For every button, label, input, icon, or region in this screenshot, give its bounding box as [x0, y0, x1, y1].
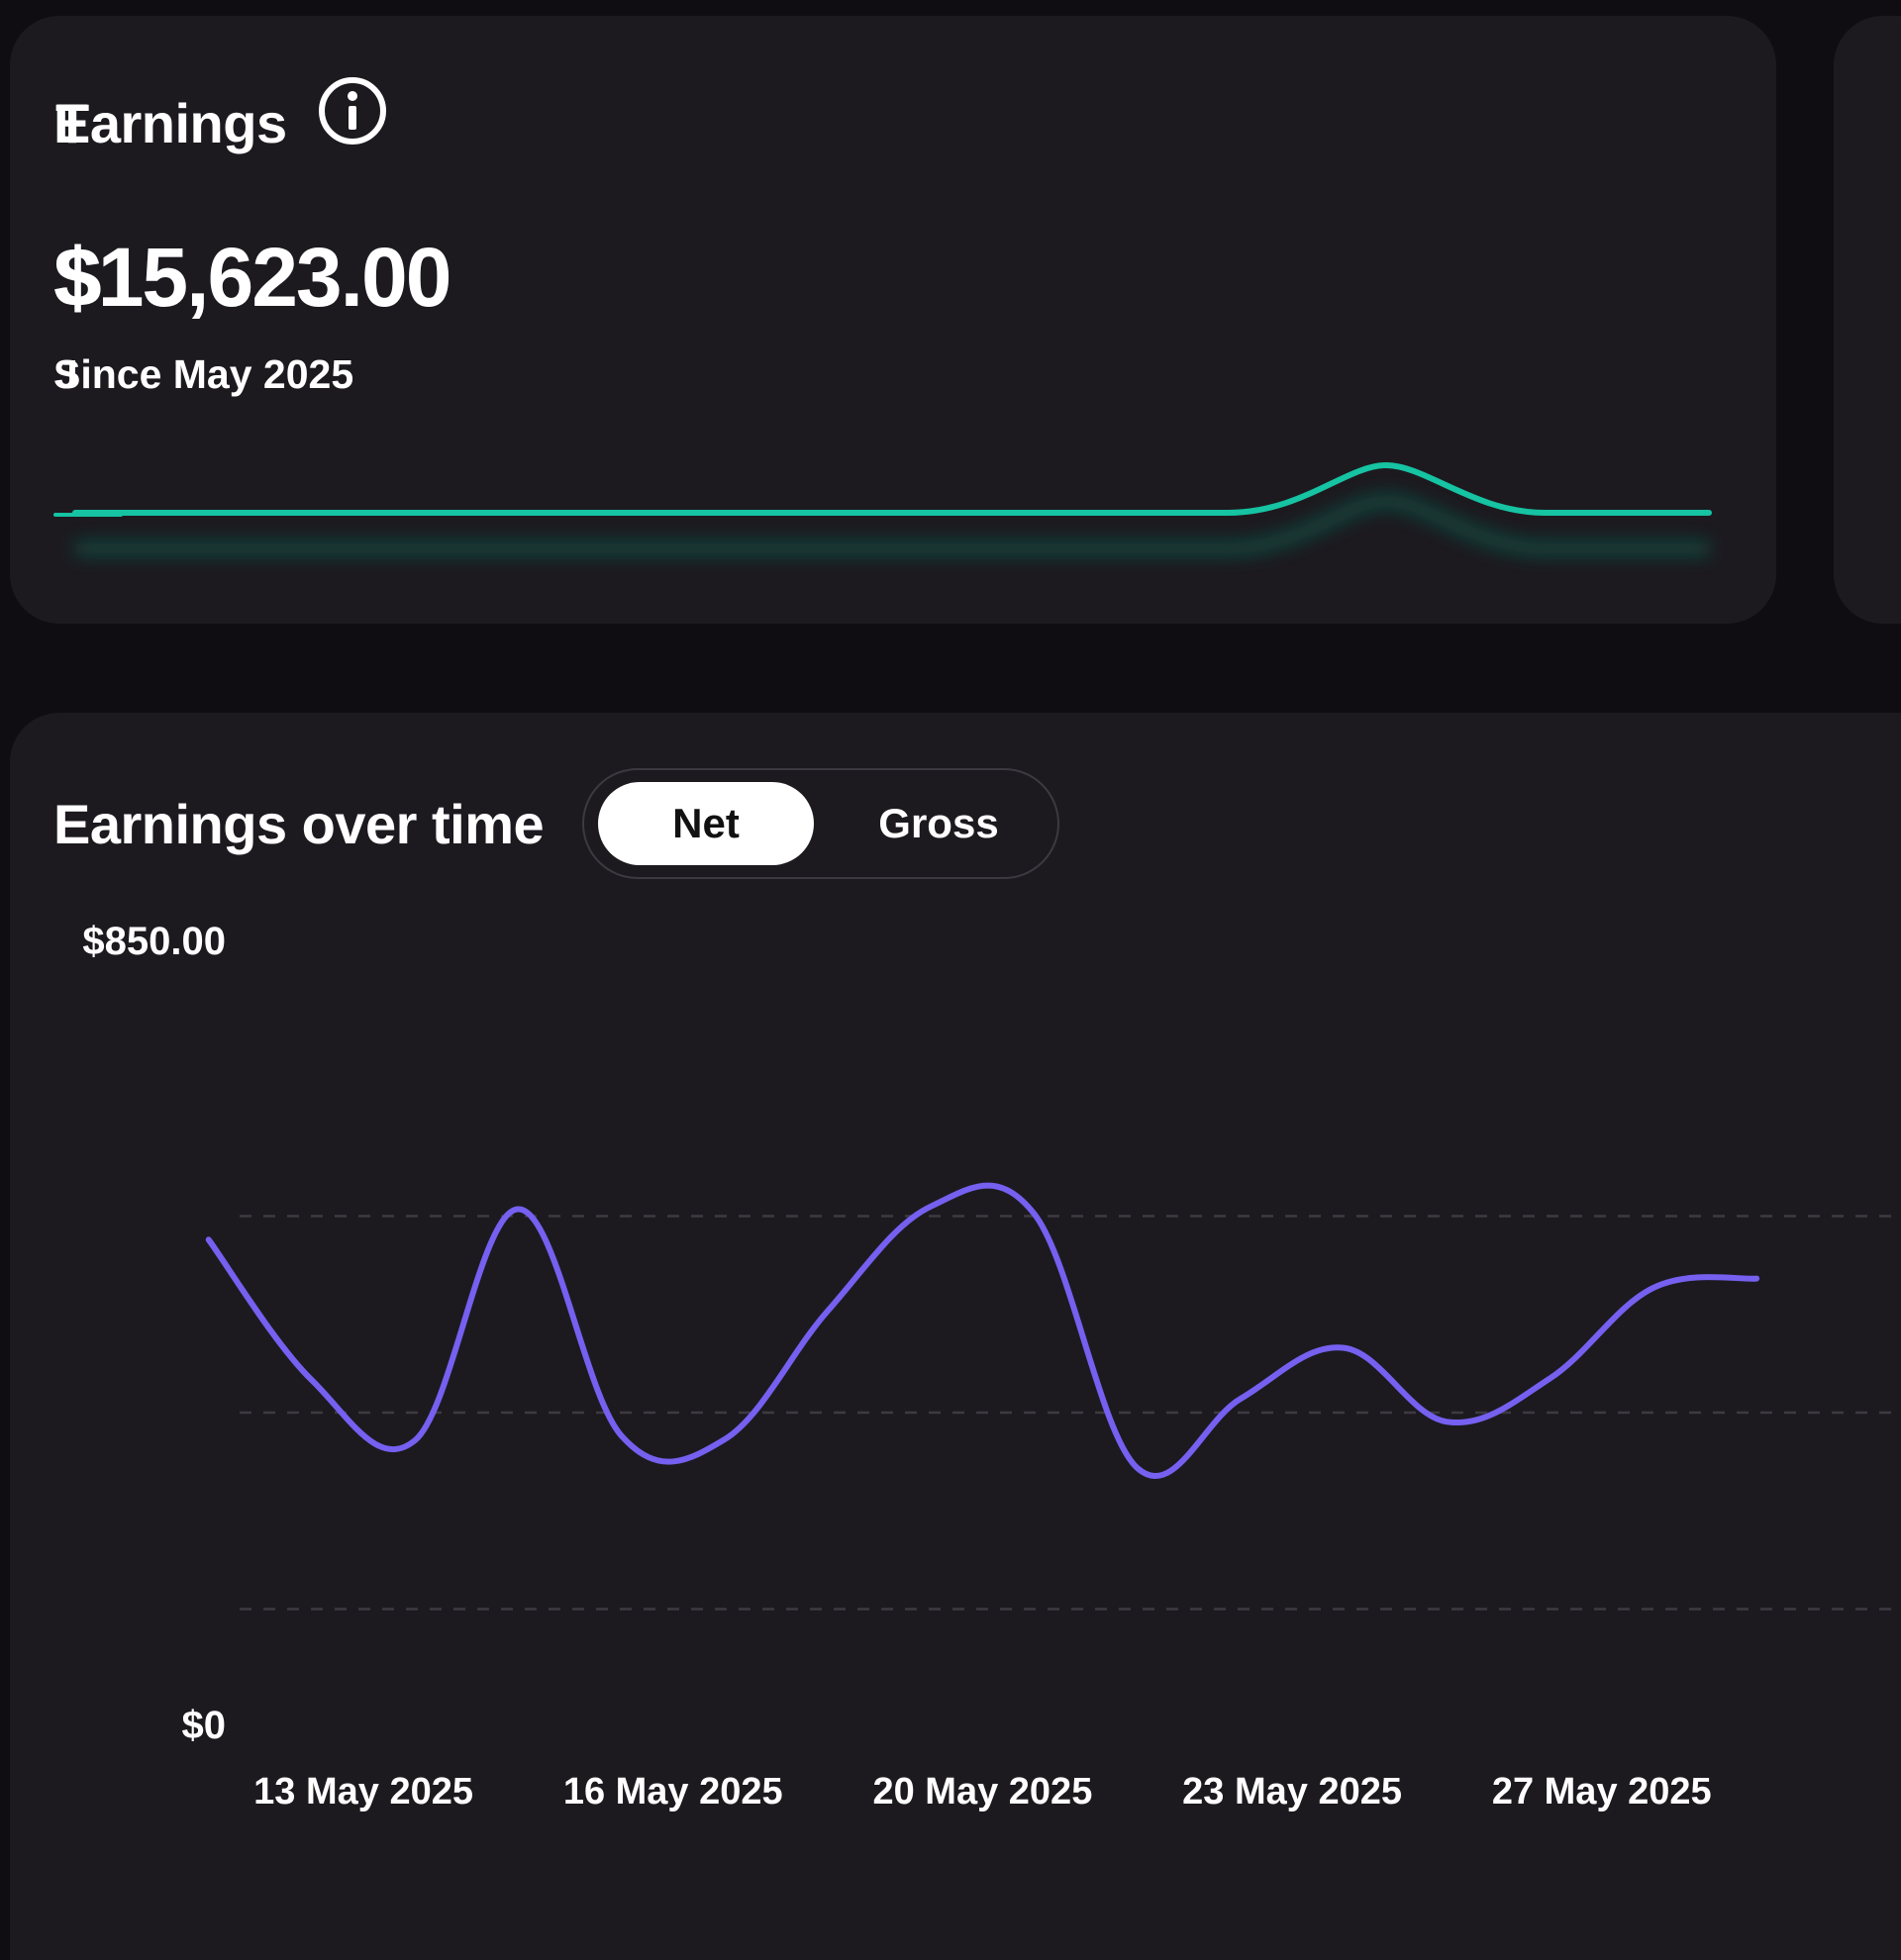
y-tick-label-min: $0: [182, 1704, 227, 1747]
secondary-card: [1834, 16, 1901, 624]
toggle-net-button[interactable]: Net: [598, 782, 814, 865]
info-circle-icon[interactable]: [317, 75, 388, 147]
sparkline-line: [72, 461, 1712, 516]
x-tick-label: 16 May 2025: [563, 1771, 783, 1813]
y-tick-label-max: $850.00: [82, 920, 226, 963]
secondary-card-subtitle: J: [55, 351, 78, 397]
earnings-sparkline: [72, 461, 1712, 555]
net-gross-toggle: Net Gross: [582, 768, 1059, 879]
chart-title: Earnings over time: [53, 793, 545, 855]
earnings-card: [10, 16, 1776, 624]
secondary-card-value: $: [55, 231, 102, 324]
sparkline-glow: [75, 493, 1709, 555]
earnings-period-label: Since May 2025: [53, 351, 354, 397]
x-tick-label: 20 May 2025: [872, 1771, 1092, 1813]
earnings-line-chart: $850.00 $0 13 May 2025 16 May 2025 20 May 20…: [82, 920, 1901, 1813]
secondary-card-title: T: [55, 92, 90, 154]
x-tick-label: 13 May 2025: [253, 1771, 473, 1813]
x-tick-label: 23 May 2025: [1182, 1771, 1402, 1813]
secondary-card-sparkline: [53, 513, 123, 517]
toggle-gross-button[interactable]: Gross: [878, 800, 999, 846]
x-tick-label: 27 May 2025: [1492, 1771, 1712, 1813]
earnings-total-value: $15,623.00: [53, 231, 451, 324]
earnings-chart-card: [10, 713, 1901, 1960]
earnings-series-line: [205, 1182, 1760, 1479]
earnings-title: Earnings: [53, 92, 287, 154]
